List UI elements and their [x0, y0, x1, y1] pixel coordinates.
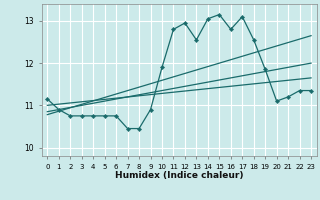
- X-axis label: Humidex (Indice chaleur): Humidex (Indice chaleur): [115, 171, 244, 180]
